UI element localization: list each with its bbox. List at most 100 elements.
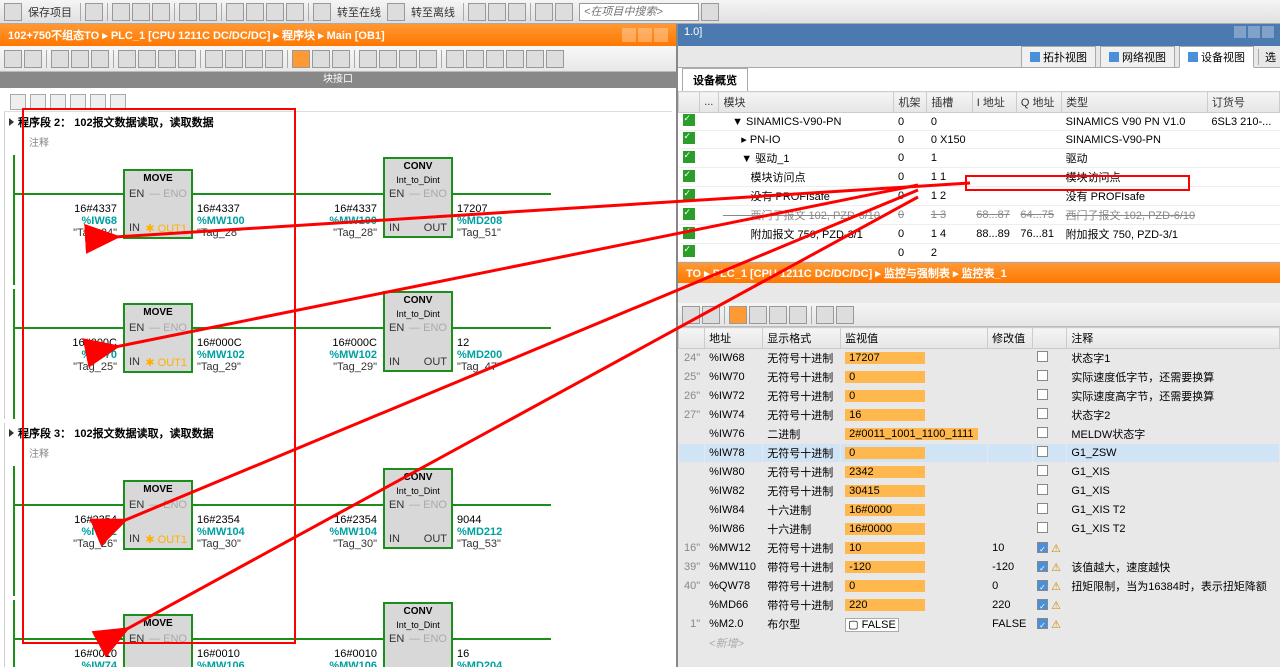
wt-icon[interactable] xyxy=(836,306,854,324)
watch-row[interactable]: %IW78无符号十进制0G1_ZSW xyxy=(679,444,1280,463)
watch-col-header[interactable]: 地址 xyxy=(705,328,763,349)
device-col-header[interactable]: 模块 xyxy=(719,92,894,113)
ladder-block-icon[interactable] xyxy=(70,94,86,110)
modify-checkbox[interactable] xyxy=(1037,389,1048,400)
device-row[interactable]: ▼ 驱动_101驱动 xyxy=(679,149,1280,168)
wt-icon[interactable] xyxy=(789,306,807,324)
sim-icon[interactable] xyxy=(286,3,304,21)
modify-checkbox[interactable] xyxy=(1037,427,1048,438)
modify-checkbox[interactable] xyxy=(1037,522,1048,533)
cut-icon[interactable] xyxy=(112,3,130,21)
device-col-header[interactable]: 订货号 xyxy=(1207,92,1279,113)
watch-row[interactable]: <新增> xyxy=(679,634,1280,653)
et-icon[interactable] xyxy=(379,50,397,68)
device-row[interactable]: 02 xyxy=(679,244,1280,262)
modify-checkbox[interactable] xyxy=(1037,580,1048,591)
move-block[interactable]: MOVEEN— ENO IN✱ OUT1 xyxy=(123,614,193,667)
modify-checkbox[interactable] xyxy=(1037,599,1048,610)
modify-checkbox[interactable] xyxy=(1037,618,1048,629)
monitor-icon[interactable] xyxy=(292,50,310,68)
block-interface-header[interactable]: 块接口 xyxy=(0,72,676,88)
watch-row[interactable]: %MD66带符号十进制220220 ⚠ xyxy=(679,596,1280,615)
compile-icon[interactable] xyxy=(266,3,284,21)
paste-icon[interactable] xyxy=(152,3,170,21)
device-row[interactable]: ▼ SINAMICS-V90-PN00SINAMICS V90 PN V1.06… xyxy=(679,113,1280,131)
et-icon[interactable] xyxy=(158,50,176,68)
et-icon[interactable] xyxy=(118,50,136,68)
layout-icon-2[interactable] xyxy=(555,3,573,21)
project-search-input[interactable] xyxy=(579,3,699,21)
online-label[interactable]: 转至在线 xyxy=(333,4,385,20)
modify-checkbox[interactable] xyxy=(1037,351,1048,362)
device-col-header[interactable]: I 地址 xyxy=(972,92,1016,113)
modify-checkbox[interactable] xyxy=(1037,484,1048,495)
et-icon[interactable] xyxy=(245,50,263,68)
device-row[interactable]: ▸ PN-IO00 X150SINAMICS-V90-PN xyxy=(679,131,1280,149)
search-go-icon[interactable] xyxy=(701,3,719,21)
watch-row[interactable]: 25"%IW70无符号十进制0实际速度低字节，还需要换算 xyxy=(679,368,1280,387)
device-overview-tab[interactable]: 设备概览 xyxy=(682,68,748,91)
et-icon[interactable] xyxy=(446,50,464,68)
wt-icon[interactable] xyxy=(702,306,720,324)
et-icon[interactable] xyxy=(91,50,109,68)
tab-device[interactable]: 设备视图 xyxy=(1179,46,1254,68)
et-icon[interactable] xyxy=(399,50,417,68)
watch-col-header[interactable] xyxy=(1033,328,1067,349)
watch-row[interactable]: 16"%MW12无符号十进制1010 ⚠ xyxy=(679,539,1280,558)
device-col-header[interactable] xyxy=(679,92,700,113)
watch-col-header[interactable]: 修改值 xyxy=(988,328,1033,349)
minimize-icon[interactable] xyxy=(622,28,636,42)
segment-header[interactable]: 程序段 2： 102报文数据读取，读取数据 xyxy=(5,112,672,132)
segment-header[interactable]: 程序段 3： 102报文数据读取，读取数据 xyxy=(5,423,672,443)
device-row[interactable]: 模块访问点01 1模块访问点 xyxy=(679,168,1280,187)
et-icon[interactable] xyxy=(4,50,22,68)
watch-row[interactable]: 27"%IW74无符号十进制16状态字2 xyxy=(679,406,1280,425)
move-block[interactable]: MOVEEN— ENO IN✱ OUT1 xyxy=(123,303,193,373)
redo-icon[interactable] xyxy=(199,3,217,21)
modify-checkbox[interactable] xyxy=(1037,542,1048,553)
hw-max-icon[interactable] xyxy=(1248,26,1260,38)
conv-block[interactable]: CONVInt_to_DintEN— ENO INOUT xyxy=(383,291,453,372)
offline-label[interactable]: 转至离线 xyxy=(407,4,459,20)
watch-col-header[interactable]: 监视值 xyxy=(841,328,988,349)
modify-checkbox[interactable] xyxy=(1037,561,1048,572)
device-col-header[interactable]: 机架 xyxy=(894,92,927,113)
ladder-icon[interactable] xyxy=(110,94,126,110)
et-icon[interactable] xyxy=(225,50,243,68)
device-col-header[interactable]: 类型 xyxy=(1062,92,1208,113)
hw-close-icon[interactable] xyxy=(1262,26,1274,38)
et-icon[interactable] xyxy=(526,50,544,68)
save-label[interactable]: 保存项目 xyxy=(24,4,76,20)
tab-network[interactable]: 网络视图 xyxy=(1100,46,1175,68)
watch-row[interactable]: %IW82无符号十进制30415G1_XIS xyxy=(679,482,1280,501)
watch-col-header[interactable]: 注释 xyxy=(1067,328,1280,349)
wt-monitor-icon[interactable] xyxy=(729,306,747,324)
watch-row[interactable]: 1"%M2.0布尔型▢ FALSEFALSE ⚠ xyxy=(679,615,1280,634)
et-icon[interactable] xyxy=(178,50,196,68)
et-icon[interactable] xyxy=(332,50,350,68)
wt-icon[interactable] xyxy=(769,306,787,324)
modify-checkbox[interactable] xyxy=(1037,408,1048,419)
network[interactable]: MOVEEN— ENO IN✱ OUT1 16#0010%IW74"Tag_27… xyxy=(5,600,672,667)
modify-checkbox[interactable] xyxy=(1037,503,1048,514)
modify-checkbox[interactable] xyxy=(1037,370,1048,381)
print-icon[interactable] xyxy=(85,3,103,21)
ladder-branch-icon[interactable] xyxy=(50,94,66,110)
tb-icon-1[interactable] xyxy=(468,3,486,21)
layout-icon-1[interactable] xyxy=(535,3,553,21)
wt-icon[interactable] xyxy=(749,306,767,324)
hw-min-icon[interactable] xyxy=(1234,26,1246,38)
network[interactable]: MOVEEN— ENO IN✱ OUT1 16#2354%IW72"Tag_26… xyxy=(5,466,672,596)
maximize-icon[interactable] xyxy=(638,28,652,42)
ladder-coil-icon[interactable] xyxy=(30,94,46,110)
copy-icon[interactable] xyxy=(132,3,150,21)
watch-row[interactable]: %IW86十六进制16#0000G1_XIS T2 xyxy=(679,520,1280,539)
online-icon[interactable] xyxy=(313,3,331,21)
wt-icon[interactable] xyxy=(682,306,700,324)
et-icon[interactable] xyxy=(205,50,223,68)
et-icon[interactable] xyxy=(486,50,504,68)
watch-row[interactable]: 39"%MW110带符号十进制-120-120 ⚠该值越大，速度越快 xyxy=(679,558,1280,577)
save-icon[interactable] xyxy=(4,3,22,21)
close-icon[interactable] xyxy=(654,28,668,42)
network[interactable]: MOVEEN— ENO IN✱ OUT1 16#000C%IW70"Tag_25… xyxy=(5,289,672,419)
